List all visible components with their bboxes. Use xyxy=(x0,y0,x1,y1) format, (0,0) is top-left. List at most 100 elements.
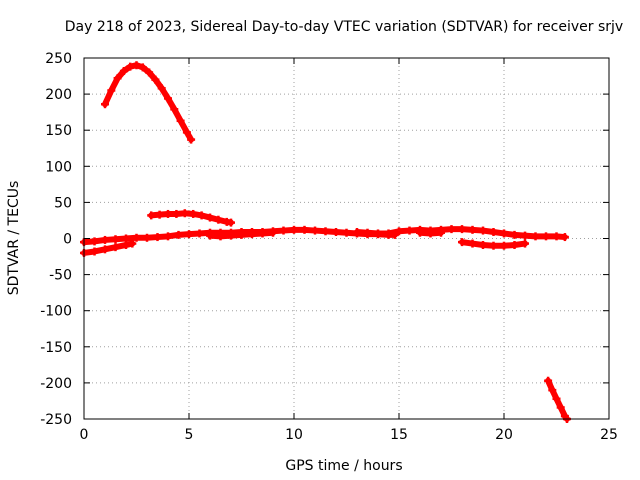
data-point xyxy=(107,86,116,95)
data-point xyxy=(560,233,569,242)
data-point xyxy=(405,226,414,235)
data-point xyxy=(101,245,109,254)
data-series xyxy=(80,61,571,423)
x-tick-label: 15 xyxy=(390,427,408,443)
series-arc-5 xyxy=(206,228,277,241)
data-point xyxy=(548,386,557,395)
data-point xyxy=(321,227,330,236)
data-point xyxy=(90,237,99,246)
data-point xyxy=(300,225,309,234)
data-point xyxy=(182,128,191,137)
y-tick-label: -250 xyxy=(40,412,72,428)
series-arc-8 xyxy=(458,238,529,250)
data-point xyxy=(447,225,456,234)
data-point xyxy=(151,75,160,84)
series-arc-3 xyxy=(80,239,137,257)
series-arc-1 xyxy=(101,61,196,144)
data-point xyxy=(363,228,372,237)
y-tick-label: 0 xyxy=(63,232,72,248)
data-point xyxy=(500,229,508,238)
data-point xyxy=(458,225,466,234)
series-arc-2 xyxy=(147,209,235,227)
data-point xyxy=(416,228,424,237)
y-axis-label: SDTVAR / TECUs xyxy=(6,181,22,296)
x-tick-label: 10 xyxy=(285,427,303,443)
data-point xyxy=(395,227,403,236)
data-point xyxy=(143,233,151,242)
data-point xyxy=(437,228,445,237)
data-point xyxy=(214,215,223,224)
y-tick-label: 50 xyxy=(54,195,72,211)
data-point xyxy=(521,231,529,240)
x-tick-label: 25 xyxy=(600,427,618,443)
x-tick-label: 0 xyxy=(80,427,89,443)
data-point xyxy=(552,394,561,403)
data-point xyxy=(119,66,128,75)
data-point xyxy=(126,62,135,71)
chart-title: Day 218 of 2023, Sidereal Day-to-day VTE… xyxy=(65,19,623,35)
data-point xyxy=(174,230,183,239)
data-point xyxy=(206,213,214,222)
data-point xyxy=(164,232,172,241)
data-point xyxy=(258,229,267,238)
data-point xyxy=(132,61,141,70)
data-point xyxy=(468,239,477,248)
data-point xyxy=(170,105,179,114)
data-point xyxy=(155,210,164,219)
data-point xyxy=(269,228,277,237)
data-point xyxy=(132,233,141,242)
x-axis-label: GPS time / hours xyxy=(285,458,402,474)
data-point xyxy=(113,74,122,83)
data-point xyxy=(479,240,487,249)
data-point xyxy=(468,225,477,234)
data-point xyxy=(176,116,185,125)
data-point xyxy=(111,243,120,252)
data-point xyxy=(101,235,109,244)
series-arc-9 xyxy=(544,376,571,423)
y-tick-label: -150 xyxy=(40,340,72,356)
data-point xyxy=(227,218,235,227)
data-point xyxy=(279,226,288,235)
data-point xyxy=(353,228,361,237)
y-tick-label: -100 xyxy=(40,304,72,320)
data-point xyxy=(164,209,172,218)
data-point xyxy=(489,228,498,237)
data-point xyxy=(332,228,340,237)
data-point xyxy=(189,209,198,218)
data-point xyxy=(458,238,466,247)
data-point xyxy=(489,241,498,250)
grid xyxy=(84,58,609,419)
series-arc-7 xyxy=(416,228,445,238)
data-point xyxy=(227,231,235,240)
data-point xyxy=(556,403,565,412)
data-point xyxy=(187,135,196,144)
data-point xyxy=(197,211,206,220)
x-tick-label: 20 xyxy=(495,427,513,443)
data-point xyxy=(147,211,156,220)
data-point xyxy=(384,229,393,238)
data-point xyxy=(311,226,319,235)
data-point xyxy=(145,68,154,77)
data-point xyxy=(216,232,225,241)
data-point xyxy=(552,232,561,241)
data-point xyxy=(237,230,246,239)
data-point xyxy=(426,229,435,238)
y-tick-label: 100 xyxy=(45,159,72,175)
data-point xyxy=(153,233,162,242)
data-point xyxy=(122,234,130,243)
data-point xyxy=(206,231,214,240)
data-point xyxy=(185,230,193,239)
y-tick-label: -50 xyxy=(49,268,72,284)
x-tick-label: 5 xyxy=(185,427,194,443)
y-tick-label: 250 xyxy=(45,51,72,67)
data-point xyxy=(374,229,382,238)
y-tick-label: 150 xyxy=(45,123,72,139)
data-point xyxy=(172,209,181,218)
data-point xyxy=(290,225,298,234)
data-point xyxy=(90,247,99,256)
data-point xyxy=(157,84,166,93)
data-point xyxy=(500,241,508,250)
data-point xyxy=(521,239,529,248)
data-point xyxy=(180,209,189,218)
